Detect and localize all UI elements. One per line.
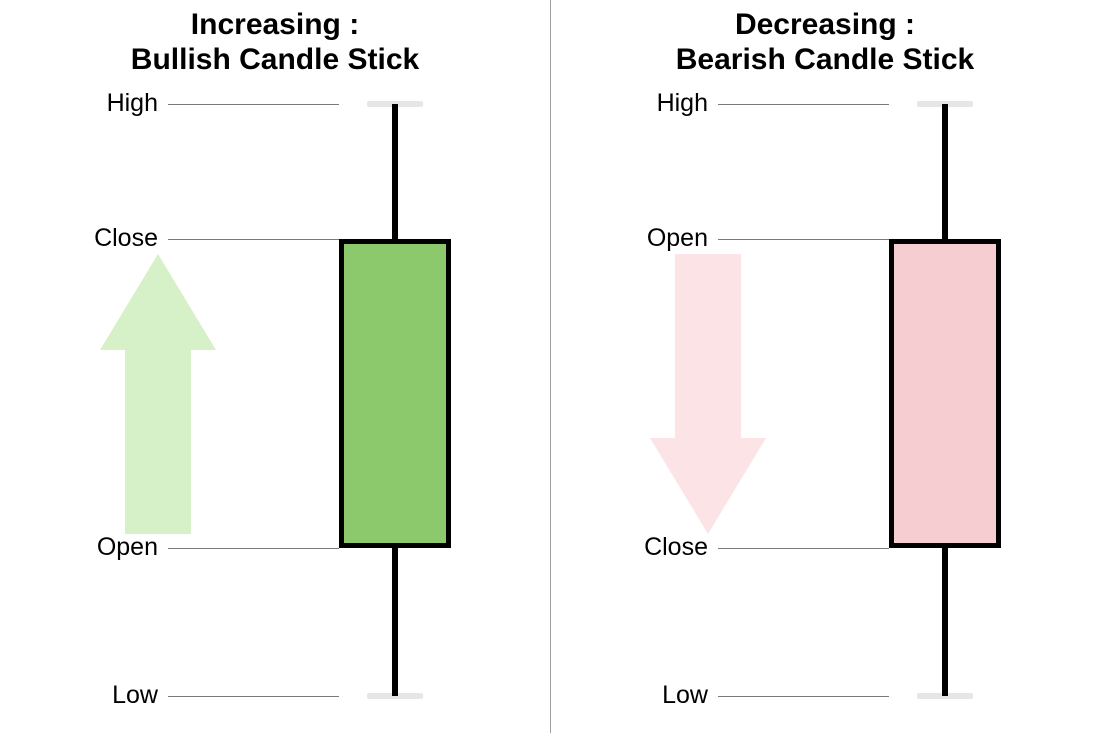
left-label-low: Low xyxy=(0,681,158,710)
left-guide-body-top xyxy=(168,239,339,240)
left-title-line1: Increasing : xyxy=(0,8,550,43)
right-title-line1: Decreasing : xyxy=(550,8,1100,43)
right-candle-body xyxy=(889,239,1001,548)
left-guide-high xyxy=(168,104,339,105)
right-guide-body-bottom xyxy=(718,548,889,549)
left-label-body-bottom: Open xyxy=(0,533,158,562)
right-guide-body-top xyxy=(718,239,889,240)
left-title-line2: Bullish Candle Stick xyxy=(0,43,550,78)
right-label-body-bottom: Close xyxy=(550,533,708,562)
left-title: Increasing :Bullish Candle Stick xyxy=(0,8,550,77)
right-label-low: Low xyxy=(550,681,708,710)
bullish-panel: Increasing :Bullish Candle Stick High Clos… xyxy=(0,0,550,733)
right-label-high: High xyxy=(550,89,708,118)
bearish-panel: Decreasing :Bearish Candle Stick High Open… xyxy=(550,0,1100,733)
left-label-body-top: Close xyxy=(0,224,158,253)
right-label-body-top: Open xyxy=(550,224,708,253)
diagram-stage: Increasing :Bullish Candle StickHighClos… xyxy=(0,0,1100,733)
right-guide-low xyxy=(718,696,889,697)
left-guide-body-bottom xyxy=(168,548,339,549)
left-direction-arrow-icon xyxy=(100,254,216,534)
right-guide-high xyxy=(718,104,889,105)
left-guide-low xyxy=(168,696,339,697)
right-title-line2: Bearish Candle Stick xyxy=(550,43,1100,78)
left-label-high: High xyxy=(0,89,158,118)
right-title: Decreasing :Bearish Candle Stick xyxy=(550,8,1100,77)
right-direction-arrow-icon xyxy=(650,254,766,534)
left-candle-body xyxy=(339,239,451,548)
